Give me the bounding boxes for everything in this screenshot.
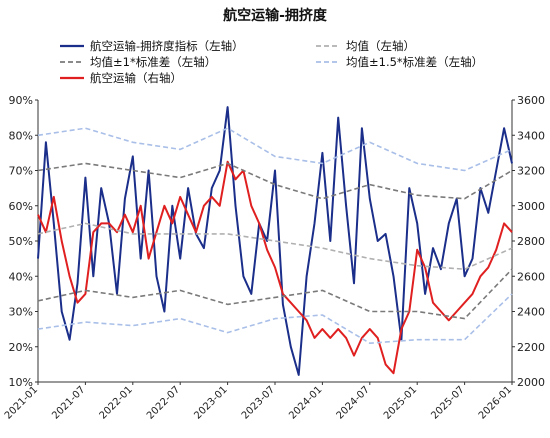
- legend-label: 均值±1.5*标准差（左轴）: [346, 55, 483, 69]
- y-left-tick-label: 70%: [9, 165, 33, 178]
- chart-title: 航空运输-拥挤度: [223, 7, 328, 24]
- y-right-tick-label: 2600: [517, 270, 545, 283]
- y-right-tick-label: 2200: [517, 341, 545, 354]
- y-right-tick-label: 3200: [517, 165, 545, 178]
- series-line-3: [37, 162, 513, 200]
- series-layer: [37, 106, 513, 376]
- y-left-tick-label: 80%: [9, 129, 33, 142]
- x-tick-label: 2025-01: [382, 384, 419, 421]
- x-tick-label: 2025-07: [429, 384, 466, 421]
- x-tick-label: 2024-01: [287, 384, 324, 421]
- series-line-2: [37, 222, 513, 271]
- series-line-1: [37, 160, 513, 375]
- y-left-tick-label: 50%: [9, 235, 33, 248]
- y-left-tick-label: 10%: [9, 376, 33, 389]
- y-right-tick-label: 3400: [517, 129, 545, 142]
- y-left-tick-label: 90%: [9, 94, 33, 107]
- y-left-tick-label: 40%: [9, 270, 33, 283]
- y-right-tick-label: 3600: [517, 94, 545, 107]
- x-tick-label: 2022-01: [98, 384, 135, 421]
- y-right-tick-label: 3000: [517, 200, 545, 213]
- x-tick-label: 2023-01: [192, 384, 229, 421]
- x-tick-label: 2022-07: [145, 384, 182, 421]
- series-line-0: [37, 106, 513, 376]
- y-right-tick-label: 2400: [517, 306, 545, 319]
- x-tick-label: 2026-01: [477, 384, 514, 421]
- legend: 航空运输-拥挤度指标（左轴） 均值（左轴） 均值±1*标准差（左轴） 均值±1.5*标…: [60, 39, 483, 85]
- legend-label: 航空运输（右轴）: [90, 71, 182, 85]
- y-left-tick-label: 20%: [9, 341, 33, 354]
- x-tick-label: 2024-07: [335, 384, 372, 421]
- y-right-tick-label: 2000: [517, 376, 545, 389]
- legend-label: 均值±1*标准差（左轴）: [90, 55, 216, 69]
- y-left-tick-label: 30%: [9, 306, 33, 319]
- y-left-tick-label: 60%: [9, 200, 33, 213]
- y-right-tick-label: 2800: [517, 235, 545, 248]
- series-line-5: [37, 127, 513, 172]
- x-tick-label: 2021-07: [50, 384, 87, 421]
- series-line-4: [37, 268, 513, 320]
- series-line-6: [37, 293, 513, 345]
- legend-label: 均值（左轴）: [346, 39, 415, 53]
- x-tick-label: 2021-01: [3, 384, 40, 421]
- legend-label: 航空运输-拥挤度指标（左轴）: [90, 39, 244, 53]
- x-tick-label: 2023-07: [240, 384, 277, 421]
